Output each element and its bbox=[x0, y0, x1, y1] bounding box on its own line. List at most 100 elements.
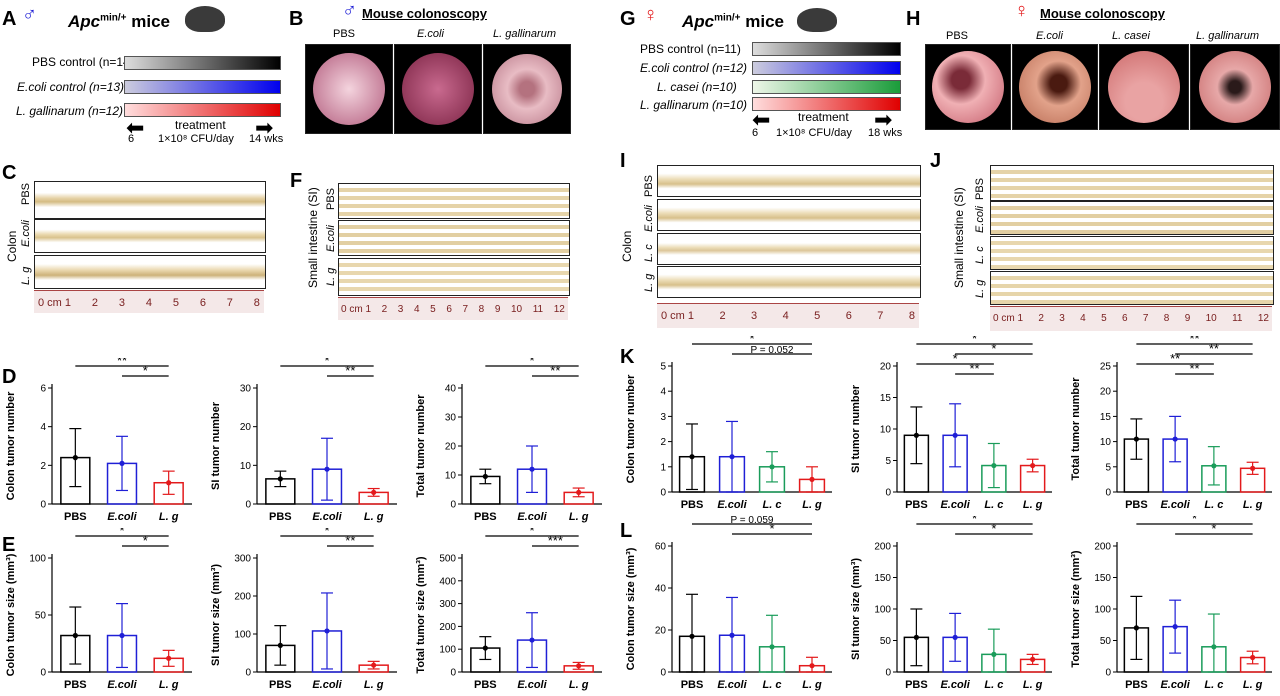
significance-label: * bbox=[991, 341, 996, 356]
x-tick-label: E.coli bbox=[717, 679, 747, 691]
y-tick-label: 150 bbox=[874, 573, 891, 584]
y-tick-label: 0 bbox=[245, 500, 251, 511]
panel-label-i: I bbox=[620, 150, 626, 172]
x-tick-label: PBS bbox=[474, 679, 497, 691]
panel-label-j: J bbox=[930, 150, 942, 172]
colonoscopy-image-ecoli bbox=[1012, 44, 1098, 130]
y-axis-label: Total tumor number bbox=[415, 394, 427, 498]
mean-point bbox=[1133, 625, 1139, 631]
row-label: L. g bbox=[643, 273, 655, 292]
colonoscopy-image-pbs bbox=[305, 44, 393, 134]
group-label: L. gallinarum (n=10) bbox=[640, 98, 748, 112]
y-axis-label: Total tumor size (mm³) bbox=[1070, 550, 1082, 667]
panel-label-g: G bbox=[620, 8, 636, 30]
mean-point bbox=[119, 460, 125, 466]
y-tick-label: 0 bbox=[885, 488, 891, 499]
mouse-icon bbox=[185, 6, 225, 32]
tissue-label: Small intestine (SI) bbox=[952, 187, 966, 288]
y-tick-label: 0 bbox=[660, 488, 666, 499]
mean-point bbox=[119, 632, 125, 639]
mean-point bbox=[1030, 656, 1036, 662]
significance-label: * bbox=[119, 528, 124, 538]
arrow-right-icon: ➡ bbox=[255, 115, 274, 140]
colon-photo-lg bbox=[657, 266, 921, 298]
y-tick-label: 0 bbox=[660, 668, 666, 679]
y-tick-label: 20 bbox=[880, 362, 892, 373]
x-tick-label: PBS bbox=[905, 499, 928, 511]
y-tick-label: 200 bbox=[439, 622, 456, 633]
x-tick-label: E.coli bbox=[940, 679, 970, 691]
treatment-label: treatment bbox=[798, 110, 849, 124]
row-label: PBS bbox=[20, 182, 32, 205]
colonoscopy-title-b: Mouse colonoscopy bbox=[362, 6, 487, 21]
chart-e1: Colon tumor size (mm³) 0 50 100 PBS E.coli L. … bbox=[5, 528, 192, 691]
x-tick-label: E.coli bbox=[517, 679, 547, 691]
significance-label: * bbox=[324, 528, 329, 538]
col-label: L. gallinarum bbox=[493, 28, 556, 40]
y-axis-label: Colon tumor number bbox=[625, 374, 637, 483]
significance-label: ** bbox=[345, 363, 355, 378]
mean-point bbox=[529, 466, 535, 472]
y-tick-label: 1 bbox=[660, 462, 666, 473]
significance-label: ** bbox=[1209, 341, 1219, 356]
y-tick-label: 400 bbox=[439, 576, 456, 587]
chart-l3: Total tumor size (mm³) 0 50 100 150 200 PBS E.c… bbox=[1070, 516, 1272, 691]
x-tick-label: L. c bbox=[763, 499, 782, 511]
x-tick-label: L. g bbox=[1023, 499, 1043, 511]
mean-point bbox=[1133, 436, 1139, 442]
y-tick-label: 60 bbox=[655, 542, 667, 553]
row-label: L. c bbox=[643, 244, 655, 262]
y-tick-label: 100 bbox=[234, 630, 251, 641]
si-photo-lg bbox=[338, 258, 570, 296]
x-tick-label: L. g bbox=[364, 511, 384, 523]
tissue-label: Colon bbox=[5, 230, 19, 262]
significance-label: ** bbox=[1189, 361, 1199, 376]
mean-point bbox=[482, 473, 488, 480]
ruler-j: 0 cm 1 2 3 4 5 6 7 8 9 10 11 12 bbox=[990, 306, 1272, 331]
mean-point bbox=[913, 634, 919, 640]
significance-label: * bbox=[972, 336, 977, 346]
chart-e3: Total tumor size (mm³) 0 100 200 300 400 500 PB… bbox=[415, 528, 602, 691]
x-tick-label: L. c bbox=[1204, 499, 1223, 511]
chart-l1: Colon tumor size (mm³) 0 20 40 60 PBS E.coli L.… bbox=[625, 516, 832, 691]
x-tick-label: L. g bbox=[1243, 679, 1263, 691]
y-axis-label: SI tumor size (mm³) bbox=[850, 558, 862, 660]
treatment-bar-ecoli bbox=[124, 80, 281, 94]
mean-point bbox=[72, 632, 78, 639]
row-label: PBS bbox=[325, 187, 337, 210]
mean-point bbox=[809, 663, 815, 669]
mean-point bbox=[277, 642, 283, 648]
y-tick-label: 100 bbox=[439, 645, 456, 656]
x-tick-label: PBS bbox=[269, 511, 292, 523]
treatment-bar-lg bbox=[124, 103, 281, 117]
y-axis-label: SI tumor size (mm³) bbox=[210, 564, 222, 666]
chart-e2: SI tumor size (mm³) 0 100 200 300 PBS E.coli L.… bbox=[210, 528, 397, 691]
y-tick-label: 5 bbox=[660, 362, 666, 373]
male-symbol: ♂ bbox=[342, 0, 357, 22]
group-label: PBS control (n=14) bbox=[32, 55, 134, 69]
x-tick-label: E.coli bbox=[517, 511, 547, 523]
panel-label-k: K bbox=[620, 346, 635, 368]
treatment-label: treatment bbox=[175, 118, 226, 132]
mean-point bbox=[277, 476, 283, 482]
significance-label: *** bbox=[548, 533, 563, 548]
mean-point bbox=[324, 628, 330, 634]
x-tick-label: L. g bbox=[802, 499, 822, 511]
mean-point bbox=[991, 651, 997, 657]
arrow-right-icon: ➡ bbox=[874, 107, 893, 132]
mean-point bbox=[689, 633, 695, 639]
mean-point bbox=[371, 489, 377, 495]
colonoscopy-image-lc bbox=[1099, 44, 1189, 130]
x-tick-label: E.coli bbox=[107, 511, 137, 523]
apc-mice-title-a: Apcmin/+ mice bbox=[68, 12, 171, 31]
y-axis-label: SI tumor number bbox=[850, 384, 862, 473]
y-tick-label: 150 bbox=[1094, 573, 1111, 584]
significance-label: ** bbox=[969, 361, 979, 376]
chart-k3: Total tumor number 0 5 10 15 20 25 PBS E.coli L. … bbox=[1070, 336, 1272, 511]
si-photo-ecoli bbox=[338, 220, 570, 256]
mean-point bbox=[1211, 463, 1217, 469]
x-tick-label: L. c bbox=[763, 679, 782, 691]
mean-point bbox=[1030, 462, 1036, 469]
end-week: 18 wks bbox=[868, 127, 903, 139]
